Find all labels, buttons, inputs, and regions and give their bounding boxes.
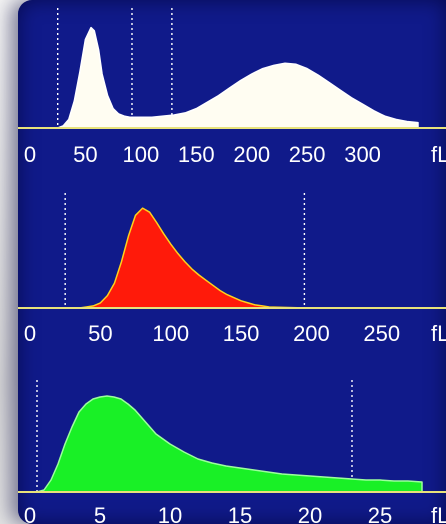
rbc-tick-label: 50 <box>88 321 112 346</box>
wbc-distribution-curve <box>29 26 419 129</box>
rbc-tick-label: 200 <box>293 321 330 346</box>
wbc-unit-label: fL <box>431 142 446 167</box>
wbc-tick-label: 300 <box>344 142 381 167</box>
rbc-tick-label: 0 <box>24 321 36 346</box>
rbc-tick-label: 100 <box>152 321 189 346</box>
wbc-tick-label: 50 <box>73 142 97 167</box>
wbc-tick-label: 200 <box>233 142 270 167</box>
wbc-markers <box>57 8 173 128</box>
plt-tick-label: 5 <box>94 503 106 524</box>
rbc-markers <box>64 193 306 308</box>
plt-tick-label: 20 <box>298 503 322 524</box>
wbc-tick-label: 100 <box>122 142 159 167</box>
plt-markers <box>36 380 353 492</box>
plt-tick-label: 0 <box>24 503 36 524</box>
histogram-panel: 0 50 100 150 200 250 300 fL 0 50 100 150… <box>18 0 446 524</box>
rbc-histogram: 0 50 100 150 200 250 fL <box>18 193 446 346</box>
plt-histogram: 0 5 10 15 20 25 fL <box>18 380 446 524</box>
rbc-tick-label: 250 <box>363 321 400 346</box>
rbc-x-ticks: 0 50 100 150 200 250 fL <box>24 321 446 346</box>
plt-tick-label: 15 <box>228 503 252 524</box>
wbc-tick-label: 0 <box>24 142 36 167</box>
histogram-charts-svg: 0 50 100 150 200 250 300 fL 0 50 100 150… <box>18 8 446 524</box>
plt-tick-label: 10 <box>158 503 182 524</box>
plt-tick-label: 25 <box>368 503 392 524</box>
plt-x-ticks: 0 5 10 15 20 25 fL <box>24 503 446 524</box>
rbc-unit-label: fL <box>431 321 446 346</box>
rbc-tick-label: 150 <box>223 321 260 346</box>
plt-unit-label: fL <box>431 503 446 524</box>
rbc-distribution-curve <box>29 207 425 309</box>
plt-distribution-curve <box>29 395 423 493</box>
wbc-x-ticks: 0 50 100 150 200 250 300 fL <box>24 142 446 167</box>
wbc-tick-label: 250 <box>289 142 326 167</box>
wbc-histogram: 0 50 100 150 200 250 300 fL <box>18 8 446 167</box>
wbc-tick-label: 150 <box>178 142 215 167</box>
